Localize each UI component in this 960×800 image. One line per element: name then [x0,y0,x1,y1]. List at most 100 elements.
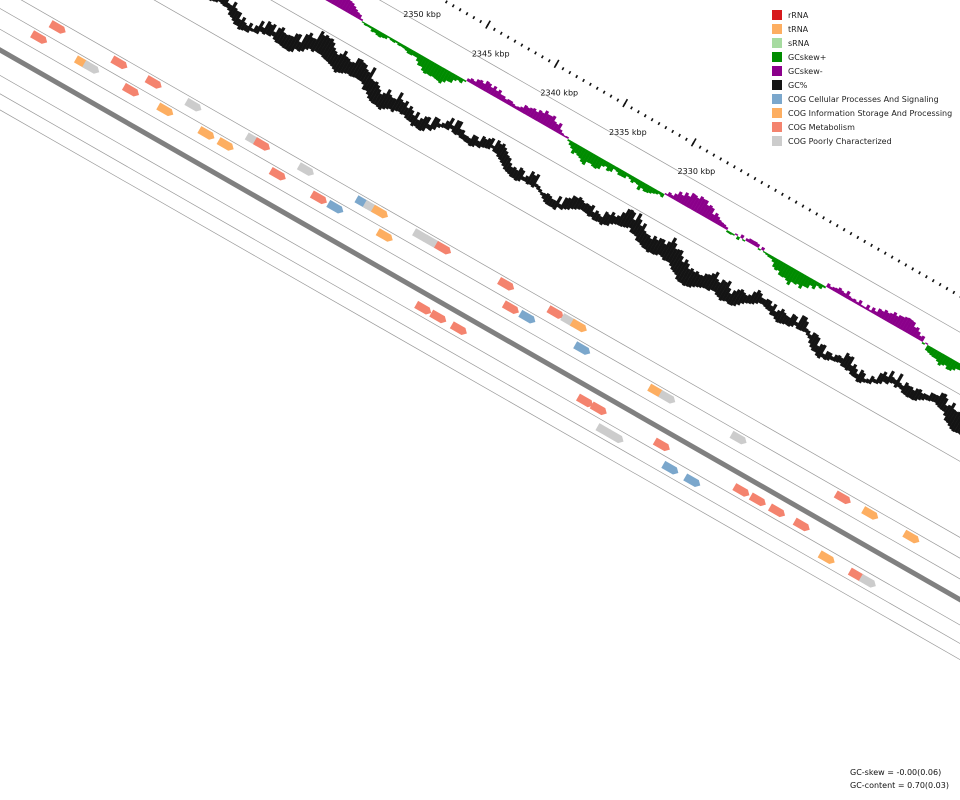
ruler-minor-tick [636,110,640,114]
gc-skew-minus-bar [852,298,857,304]
gc-content-bar [361,67,377,91]
gene-feature [370,204,388,219]
guide-line [153,0,960,462]
ruler-minor-tick [938,282,942,287]
gc-skew-minus-bar [351,8,359,17]
gc-skew-minus-bar [904,319,914,334]
gc-content-bar [760,298,767,306]
gene-feature [792,517,810,532]
gc-skew-plus-bar [570,143,579,155]
gc-content-bar [559,197,569,211]
ruler-minor-tick [732,165,736,169]
gc-skew-plus-bar [951,361,960,371]
gc-skew-plus-bar [811,280,819,290]
gc-content-bar [480,138,489,149]
gc-content-bar [795,314,806,330]
guide-line [0,109,960,661]
gc-skew-plus-bar [412,50,418,57]
gc-skew-plus-bar [771,258,780,268]
gene-feature [433,240,452,255]
legend-label: sRNA [788,38,810,48]
gc-content-bar [773,309,781,320]
gc-skew-minus-bar [354,11,361,19]
gc-content-bar [495,143,507,158]
gc-skew-minus-bar [557,128,563,135]
gc-content-bar [605,211,616,227]
gc-content-bar [661,237,678,261]
gc-content-bar [667,248,678,264]
gc-skew-stat: GC-skew = -0.00(0.06) [850,768,942,777]
gc-content-bar [361,71,371,85]
gc-skew-minus-bar [862,305,867,310]
ruler-minor-tick [808,208,812,212]
ruler-minor-tick [842,227,846,232]
ruler-minor-tick [863,239,867,244]
gc-content-bar [701,273,712,289]
gc-skew-plus-bar [458,77,464,84]
gc-content-bar [272,27,282,41]
gc-skew-minus-bar [839,290,845,296]
gc-content-bar [807,333,813,340]
gc-content-bar [365,80,376,96]
gc-skew-minus-bar [849,297,854,302]
gc-content-bar [871,378,877,384]
gc-content-bar [618,208,632,228]
gc-content-bar [943,402,957,422]
gc-content-bar [780,314,789,325]
gc-skew-minus-bar [680,192,690,205]
gc-skew-plus-bar [790,270,801,284]
tick-label: 2345 kbp [472,49,510,58]
gc-content-bar [822,350,831,361]
gc-skew-plus-bar [568,140,574,147]
gc-skew-minus-bar [471,80,477,86]
gc-content-bar [319,37,332,56]
tick-label: 2335 kbp [609,128,647,137]
gc-content-bar [639,232,649,246]
gc-skew-plus-bar [633,177,639,184]
gc-content-bar [537,188,543,194]
gc-content-bar [829,355,835,361]
gene-feature [216,137,234,151]
gc-skew-minus-bar [500,95,506,102]
gc-content-bar [674,259,689,281]
gc-content-bar [902,385,911,396]
gc-skew-plus-bar [414,52,420,59]
gc-content-bar [861,378,867,384]
gc-skew-minus-bar [513,105,518,110]
gc-skew-plus-bar [437,68,449,84]
gc-content-bar [346,61,356,75]
gc-skew-plus-bar [366,24,371,28]
gc-content-bar [697,273,709,289]
gc-skew-minus-bar [906,321,917,335]
gc-skew-plus-bar [428,62,438,77]
gc-skew-plus-bar [387,36,392,39]
gc-content-bar [413,118,420,127]
gc-skew-minus-bar [825,283,831,289]
gc-content-bar [579,202,587,211]
gc-content-bar [803,327,809,334]
gene-feature [184,97,202,112]
gc-content-bar [415,117,424,130]
gc-content-bar [884,370,895,385]
gc-skew-minus-bar [846,295,852,301]
legend-swatch [772,94,782,104]
ruler-minor-tick [945,286,949,291]
gc-skew-minus-bar [521,104,529,114]
gc-content-bar [279,33,289,47]
gc-content-bar [329,53,340,68]
gc-content-bar [217,0,223,3]
gc-skew-minus-bar [562,134,567,138]
gc-skew-minus-bar [469,78,475,84]
gc-content-bar [465,137,472,144]
legend-swatch [772,122,782,132]
gc-content-bar [351,59,364,78]
gc-skew-minus-bar [541,113,551,126]
gc-skew-minus-bar [841,292,847,298]
legend-item-cog-metabolism: COG Metabolism [772,120,952,134]
gc-skew-minus-bar [880,309,889,320]
gene-feature [573,341,591,355]
gene-feature [683,473,701,488]
gc-content-bar [645,235,658,253]
gc-content-bar [633,224,643,237]
gc-skew-plus-bar [433,65,444,80]
